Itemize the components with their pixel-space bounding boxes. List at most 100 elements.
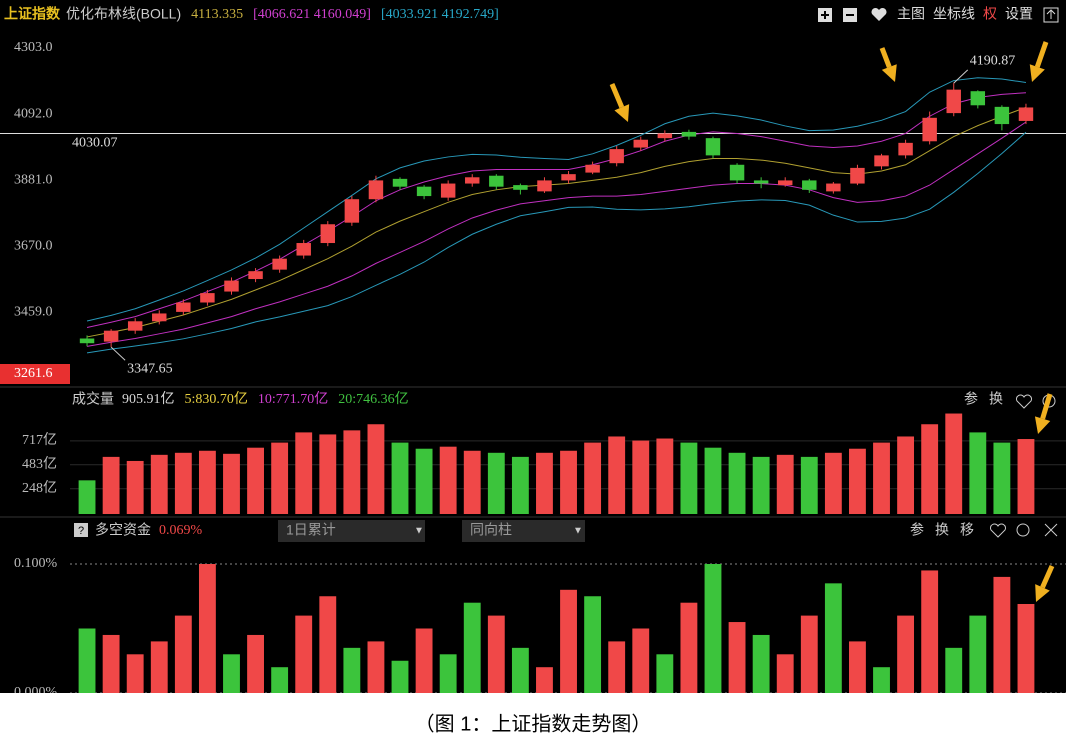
bar	[247, 447, 264, 514]
tool-button[interactable]: 换	[935, 522, 949, 538]
bar	[536, 667, 553, 693]
annotation-label: 3347.65	[127, 361, 173, 376]
panel-title: 成交量	[72, 391, 114, 407]
bar	[849, 448, 866, 514]
bar	[150, 454, 168, 514]
candle-body	[826, 183, 841, 192]
bar	[78, 480, 96, 514]
bar	[150, 641, 168, 693]
y-tick-label: 4303.0	[14, 40, 53, 55]
favorite-icon[interactable]	[871, 7, 887, 21]
candle-body	[416, 186, 432, 197]
y-tick-label: 483亿	[22, 456, 57, 472]
bar	[824, 583, 842, 693]
candle-body	[152, 313, 167, 322]
bar	[439, 654, 457, 693]
bar	[921, 570, 939, 693]
toolbar-icons[interactable]	[818, 7, 1059, 23]
boll-line	[86, 92, 1026, 329]
bar	[945, 647, 963, 693]
candle-body	[296, 243, 311, 256]
bar	[680, 442, 698, 514]
y-tick-label: 0.000%	[14, 685, 58, 700]
help-glyph: ?	[78, 525, 84, 537]
bar	[511, 456, 529, 514]
favorite-icon[interactable]	[990, 523, 1006, 538]
toolbar-item[interactable]: 主图	[897, 6, 925, 22]
bar	[343, 647, 361, 693]
bar	[367, 641, 385, 693]
close-icon[interactable]	[1044, 523, 1058, 537]
candle-body	[465, 177, 480, 184]
candle-body	[705, 138, 721, 156]
candle-body	[970, 91, 986, 106]
bar	[536, 452, 553, 514]
annotation-leader	[110, 346, 126, 361]
bar	[704, 447, 722, 514]
candle-body	[103, 330, 119, 342]
dropdown[interactable]	[462, 520, 585, 542]
candle-body	[537, 180, 552, 192]
candle-body	[753, 180, 769, 184]
volume-stat: 5:830.70亿	[185, 391, 248, 407]
bar	[223, 453, 240, 514]
bar	[969, 615, 987, 693]
toolbar-item[interactable]: 设置	[1005, 6, 1033, 22]
toolbar-item[interactable]: 权	[983, 6, 997, 22]
toolbar-item[interactable]: 坐标线	[933, 6, 975, 22]
tool-button[interactable]: 参	[964, 391, 978, 407]
tool-button[interactable]: 移	[960, 522, 974, 538]
tool-button[interactable]: 换	[989, 391, 1003, 407]
arrow-shaft	[1040, 564, 1055, 589]
export-icon[interactable]	[1043, 7, 1059, 23]
bar	[632, 440, 650, 514]
bar	[560, 589, 577, 693]
dropdown-arrow: ▼	[414, 526, 424, 537]
help-icon[interactable]	[74, 523, 88, 537]
candle-body	[320, 224, 336, 244]
candle-body	[127, 321, 143, 331]
arrow-shaft	[879, 47, 892, 68]
arrow-shaft	[609, 83, 625, 109]
bar	[367, 424, 385, 514]
fund-tools-icons[interactable]: ? ▼ ▼	[74, 520, 1058, 542]
zoom-icon[interactable]	[1016, 523, 1030, 537]
tool-button[interactable]: 参	[910, 522, 924, 538]
bar	[776, 454, 794, 514]
bar	[271, 667, 289, 693]
bar	[584, 442, 602, 514]
candle-body	[368, 180, 384, 200]
annotation-label: 4190.87	[970, 53, 1016, 68]
bar	[1017, 439, 1035, 514]
candle-body	[681, 131, 697, 137]
bar	[849, 641, 866, 693]
bar	[174, 615, 192, 693]
candle-body	[609, 149, 624, 164]
bar	[487, 615, 505, 693]
dropdown-label[interactable]: 1日累计	[286, 522, 336, 538]
candle-body	[994, 106, 1010, 125]
candle-body	[440, 183, 456, 198]
bar	[295, 432, 313, 514]
bar	[415, 628, 433, 693]
bar	[511, 647, 529, 693]
candle-body	[248, 271, 263, 280]
bar	[295, 615, 313, 693]
candle-body	[224, 280, 239, 292]
candle-body	[513, 185, 528, 190]
candle-body	[272, 258, 287, 270]
arrow-head	[1029, 64, 1045, 82]
y-tick-label: 4092.0	[14, 106, 53, 121]
candle-body	[729, 164, 745, 181]
dropdown-label[interactable]: 同向柱	[470, 522, 512, 538]
boll-line	[86, 106, 1027, 338]
y-tick-label: 3670.0	[14, 238, 53, 253]
caption: （图 1：上证指数走势图）	[415, 712, 652, 735]
dropdown-arrow: ▼	[573, 526, 583, 537]
dropdown[interactable]	[278, 520, 425, 542]
bar	[247, 634, 264, 693]
favorite-icon[interactable]	[1016, 394, 1032, 409]
bar	[174, 452, 192, 514]
arrow-head	[1034, 416, 1051, 434]
bar	[632, 628, 650, 693]
